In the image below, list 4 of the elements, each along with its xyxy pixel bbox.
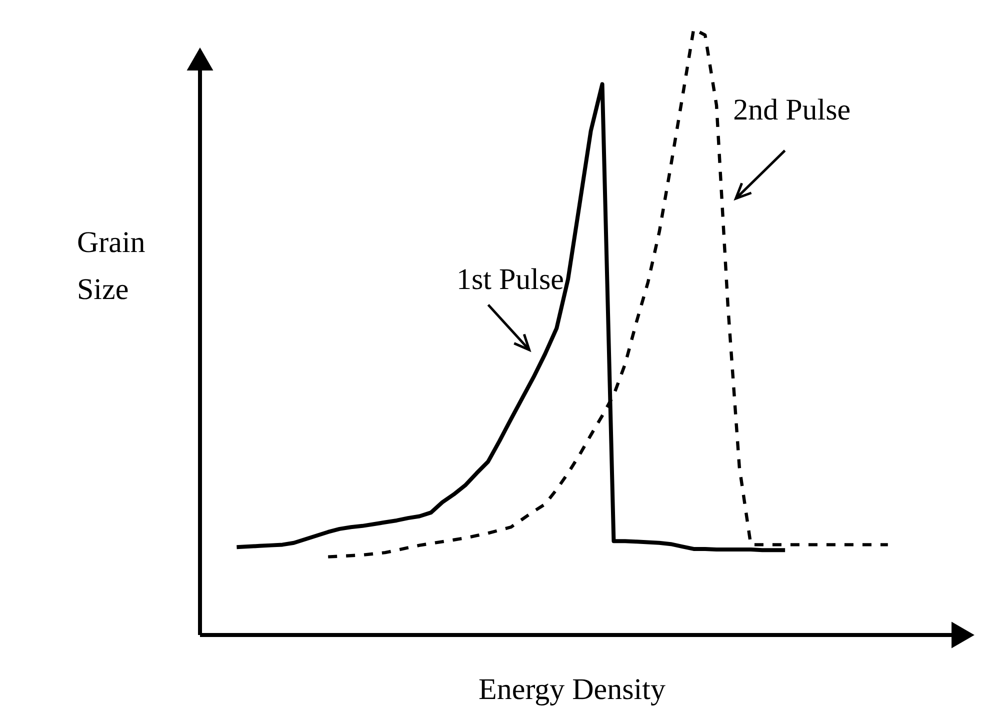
- series-label: 2nd Pulse: [733, 94, 851, 127]
- series-label: 1st Pulse: [456, 262, 564, 296]
- y-axis-title: Grain Size: [77, 226, 146, 306]
- x-axis-title: Energy Density: [478, 673, 666, 706]
